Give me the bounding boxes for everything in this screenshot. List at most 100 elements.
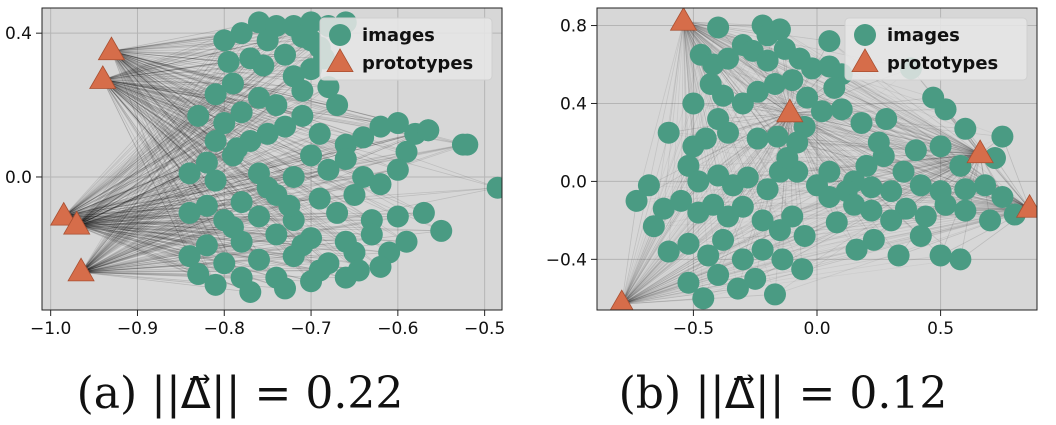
edge-line — [111, 50, 312, 70]
legend-images-label: images — [887, 25, 960, 46]
image-point — [204, 273, 227, 296]
edge-line — [102, 79, 260, 217]
image-point — [178, 245, 201, 268]
edge-line — [621, 255, 709, 305]
image-point — [991, 185, 1014, 208]
edge-line — [76, 225, 199, 275]
edge-line — [80, 129, 429, 273]
image-point — [763, 72, 786, 95]
edge-line — [63, 140, 251, 217]
legend: images prototypes — [844, 17, 1028, 81]
edge-line — [63, 83, 234, 217]
edge-line — [621, 83, 776, 305]
edge-line — [63, 90, 303, 217]
edge-line — [621, 229, 781, 305]
edge-line — [102, 79, 355, 196]
edge-line — [63, 40, 225, 217]
image-point — [326, 201, 349, 224]
image-point — [744, 267, 767, 290]
edge-line — [683, 21, 855, 182]
edge-line — [621, 226, 655, 305]
edge-line — [102, 79, 390, 253]
edge-line — [76, 212, 190, 226]
image-point — [395, 140, 418, 163]
image-point — [430, 219, 453, 242]
image-point — [929, 135, 952, 158]
image-point — [731, 248, 754, 271]
edge-line — [63, 216, 233, 228]
edge-line — [102, 79, 260, 99]
edge-line — [111, 50, 242, 278]
edge-line — [621, 258, 783, 305]
edge-line — [683, 21, 719, 120]
edge-line — [80, 194, 355, 273]
edge-line — [621, 297, 704, 305]
x-tick-label: −0.6 — [377, 319, 418, 339]
edge-line — [841, 73, 981, 155]
image-point — [894, 197, 917, 220]
edge-line — [102, 75, 294, 81]
image-point — [860, 176, 883, 199]
edge-line — [886, 118, 981, 155]
plot-frame — [41, 7, 503, 311]
image-point — [707, 263, 730, 286]
edge-line — [80, 129, 429, 273]
image-point — [736, 166, 759, 189]
image-point — [909, 174, 932, 197]
edge-line — [80, 255, 190, 273]
edge-line — [63, 216, 190, 257]
edge-line — [76, 183, 381, 226]
edge-line — [80, 40, 225, 273]
image-point — [369, 115, 392, 138]
y-tick-label: 0.0 — [5, 168, 32, 188]
edge-line — [76, 176, 364, 226]
image-point — [326, 94, 349, 117]
edge-line — [80, 140, 251, 273]
edge-line — [636, 21, 684, 201]
edge-line — [102, 79, 208, 163]
edge-line — [63, 216, 207, 246]
legend-prototypes-label: prototypes — [362, 53, 473, 74]
edge-line — [76, 115, 199, 226]
edge-line — [63, 47, 320, 217]
edge-line — [717, 27, 791, 114]
image-point — [892, 160, 915, 183]
edge-line — [76, 40, 225, 226]
image-point — [830, 98, 853, 121]
image-point — [825, 211, 848, 234]
image-point — [670, 189, 693, 212]
edge-line — [102, 79, 190, 257]
edge-line — [63, 205, 290, 217]
edge-line — [111, 50, 225, 264]
edge-line — [80, 32, 242, 273]
prototype-point — [97, 36, 126, 61]
image-point — [909, 224, 932, 247]
edge-line — [856, 208, 1030, 250]
edge-line — [76, 90, 303, 226]
edge-line — [111, 50, 216, 95]
edge-line — [111, 50, 381, 268]
edge-line — [76, 140, 216, 226]
image-point — [195, 151, 218, 174]
edge-line — [76, 225, 242, 279]
edge-line — [63, 57, 325, 217]
edge-line — [76, 54, 286, 226]
edge-line — [111, 50, 303, 92]
edge-line — [102, 79, 208, 206]
x-tick-label: −0.9 — [117, 319, 158, 339]
image-point — [692, 287, 715, 310]
image-point — [707, 108, 730, 131]
image-point — [265, 223, 288, 246]
edge-line — [683, 21, 941, 147]
edge-line — [76, 58, 325, 226]
edge-line — [779, 29, 981, 155]
image-point — [791, 258, 814, 281]
image-point — [369, 255, 392, 278]
image-point — [867, 131, 890, 154]
edge-line — [80, 201, 242, 273]
image-point — [887, 244, 910, 267]
edge-line — [102, 79, 225, 264]
edge-line — [111, 50, 398, 124]
image-point — [247, 11, 270, 34]
edge-line — [102, 39, 225, 81]
